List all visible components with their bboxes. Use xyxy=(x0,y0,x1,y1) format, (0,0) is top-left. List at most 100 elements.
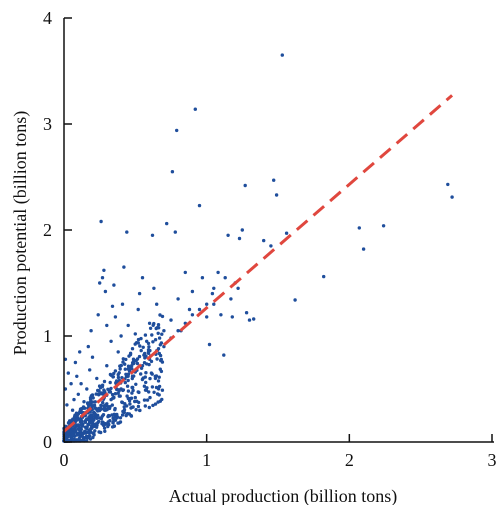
y-tick-label: 0 xyxy=(43,432,52,452)
y-tick-label: 3 xyxy=(43,114,52,134)
data-point xyxy=(72,437,76,441)
data-point xyxy=(123,380,128,385)
data-point xyxy=(357,226,361,230)
data-point xyxy=(170,170,175,174)
data-point xyxy=(72,417,76,421)
data-point xyxy=(243,183,247,188)
data-point xyxy=(159,357,163,362)
data-point xyxy=(156,379,161,383)
data-point xyxy=(123,367,128,371)
data-point xyxy=(176,329,180,333)
data-point xyxy=(112,283,116,287)
data-point xyxy=(125,384,130,388)
data-point xyxy=(162,329,166,333)
data-point xyxy=(85,387,89,391)
y-ticks: 0 1 2 3 4 xyxy=(43,8,72,452)
data-point xyxy=(92,418,96,422)
data-point xyxy=(76,392,81,396)
data-point xyxy=(142,384,147,388)
data-point xyxy=(216,270,220,275)
y-tick-label: 2 xyxy=(43,220,52,240)
data-point xyxy=(94,392,98,396)
data-point xyxy=(156,331,160,335)
data-point xyxy=(156,400,160,404)
data-point xyxy=(65,403,69,407)
data-point xyxy=(158,313,162,317)
data-point xyxy=(136,307,140,312)
data-point xyxy=(106,424,110,429)
data-point xyxy=(110,413,114,417)
x-tick-label: 2 xyxy=(345,450,354,470)
data-point xyxy=(106,387,110,391)
data-point xyxy=(156,347,161,351)
data-point xyxy=(90,414,94,418)
data-point xyxy=(118,416,123,420)
data-point xyxy=(130,347,135,351)
data-point xyxy=(73,428,78,432)
x-tick-label: 0 xyxy=(60,450,69,470)
data-point xyxy=(91,435,95,440)
data-point xyxy=(150,385,155,389)
data-point xyxy=(269,244,273,248)
data-point xyxy=(99,219,103,224)
data-point xyxy=(118,367,122,371)
data-point xyxy=(138,344,142,348)
data-point xyxy=(140,364,145,368)
data-point xyxy=(132,361,136,366)
data-point xyxy=(126,389,131,393)
data-point xyxy=(247,318,252,322)
data-point xyxy=(137,354,142,359)
data-point xyxy=(136,337,141,342)
data-point xyxy=(361,247,366,251)
data-point xyxy=(148,395,152,400)
data-point xyxy=(160,388,165,392)
data-point xyxy=(118,364,122,368)
data-point xyxy=(78,350,82,354)
data-point xyxy=(93,400,98,404)
data-point xyxy=(223,276,227,280)
data-point xyxy=(131,388,135,393)
data-point xyxy=(133,399,137,404)
data-point xyxy=(381,224,386,228)
data-point xyxy=(83,419,88,423)
data-point xyxy=(143,356,147,360)
data-point xyxy=(157,336,162,340)
data-point xyxy=(90,355,95,359)
data-point xyxy=(126,364,131,368)
data-point xyxy=(193,107,197,111)
data-point xyxy=(126,367,130,371)
data-point xyxy=(88,368,92,372)
data-point xyxy=(113,369,118,373)
data-point xyxy=(130,367,134,371)
data-point xyxy=(106,414,110,419)
data-point xyxy=(118,394,122,398)
data-point xyxy=(116,388,121,392)
data-point xyxy=(226,233,230,237)
data-point xyxy=(102,405,107,410)
data-point xyxy=(71,433,75,437)
data-point xyxy=(113,406,117,411)
data-point xyxy=(155,392,160,396)
data-point xyxy=(155,357,159,361)
data-point xyxy=(139,366,144,370)
data-point xyxy=(322,274,326,279)
data-point xyxy=(91,423,96,427)
data-point xyxy=(156,323,161,327)
data-point xyxy=(284,231,289,235)
data-point xyxy=(133,395,137,400)
data-point xyxy=(120,302,125,306)
data-point xyxy=(130,391,134,395)
data-point xyxy=(134,382,138,386)
data-point xyxy=(102,379,107,384)
data-point xyxy=(190,289,195,294)
data-point xyxy=(147,362,151,367)
data-point xyxy=(133,342,137,346)
data-point xyxy=(75,418,80,422)
data-point xyxy=(96,420,100,425)
data-point xyxy=(149,359,154,364)
data-point xyxy=(129,396,134,400)
data-point xyxy=(153,338,158,342)
data-point xyxy=(139,372,143,376)
data-point xyxy=(130,364,134,368)
data-point xyxy=(197,203,202,208)
